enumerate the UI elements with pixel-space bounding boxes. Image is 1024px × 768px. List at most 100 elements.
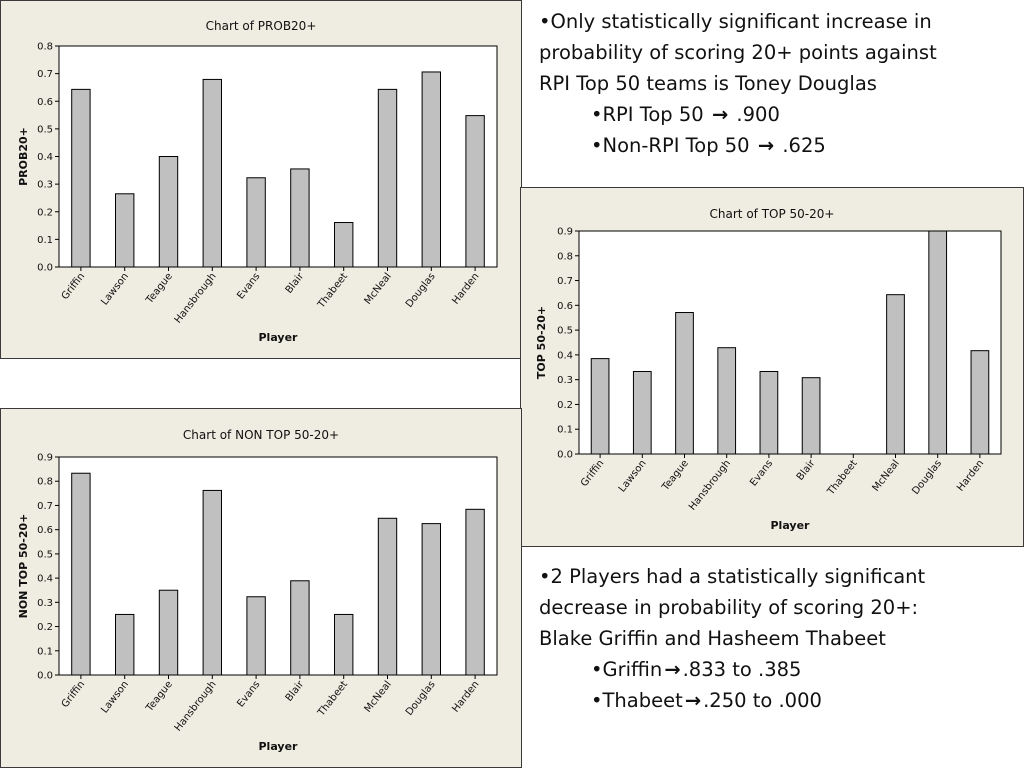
x-category-label: Douglas	[910, 458, 944, 497]
bar-hansbrough	[202, 489, 222, 676]
y-tick-label: 0.1	[557, 425, 573, 436]
chart-top50: Chart of TOP 50-20+ 0.0 0.1 0.2 0.3 0.4 0.5 0.6…	[535, 207, 1002, 532]
y-axis-label: TOP 50-20+	[535, 306, 548, 379]
x-category-label: Hansbrough	[687, 458, 733, 513]
x-category-label: Lawson	[617, 458, 649, 494]
x-axis-label: Player	[771, 519, 811, 532]
notes-bottom-bullet-thabeet: •Thabeet → .250 to .000	[539, 685, 925, 716]
y-tick-label: 0.6	[37, 525, 53, 536]
chart-panel-top50: Chart of TOP 50-20+ 0.0 0.1 0.2 0.3 0.4 0.5 0.6…	[520, 187, 1024, 547]
x-category-label: Douglas	[404, 271, 438, 310]
y-tick-label: 0.7	[557, 276, 573, 287]
notes-bottom-bullet-griffin: •Griffin → .833 to .385	[539, 654, 925, 685]
chart-panel-prob20: Chart of PROB20+ 0.0 0.1 0.2 0.3 0.4 0.5 0.6 0.7…	[0, 0, 522, 359]
y-tick-label: 0.9	[557, 227, 573, 238]
x-category-label: Teague	[660, 458, 691, 494]
y-tick-label: 0.4	[37, 574, 53, 585]
bar-griffin	[71, 88, 91, 268]
chart-title: Chart of PROB20+	[206, 19, 317, 33]
bar-mcneal	[377, 517, 398, 676]
notes-top-line-3: RPI Top 50 teams is Toney Douglas	[539, 72, 877, 95]
notes-bottom: •2 Players had a statistically significa…	[539, 561, 925, 716]
notes-top-line-2: probability of scoring 20+ points agains…	[539, 41, 937, 64]
y-tick-label: 0.3	[37, 598, 53, 609]
notes-top-bullet-rpi: •RPI Top 50 → .900	[539, 99, 937, 130]
notes-bottom-line-2: decrease in probability of scoring 20+:	[539, 596, 919, 619]
bar-thabeet	[334, 222, 354, 268]
y-tick-label: 0.7	[37, 501, 53, 512]
notes-top: •Only statistically significant increase…	[539, 6, 937, 161]
x-category-label: Thabeet	[825, 458, 860, 498]
y-tick-label: 0.0	[37, 263, 53, 274]
bar-douglas	[928, 230, 948, 455]
y-tick-label: 0.8	[37, 477, 53, 488]
x-category-label: Griffin	[60, 679, 88, 710]
notes-top-bullet-rpi-value: .900	[730, 103, 780, 126]
x-category-label: Harden	[450, 271, 481, 306]
y-tick-label: 0.1	[37, 646, 53, 657]
bar-lawson	[115, 193, 135, 268]
bar-blair	[290, 580, 310, 676]
notes-top-bullet-rpi-label: •RPI Top 50	[591, 103, 710, 126]
bar-blair	[290, 168, 310, 268]
bar-lawson	[632, 370, 652, 455]
y-tick-label: 0.0	[37, 671, 53, 682]
notes-bottom-bullet-griffin-value: .833 to .385	[682, 658, 802, 681]
y-tick-label: 0.8	[557, 251, 573, 262]
x-axis-label: Player	[259, 331, 299, 344]
x-category-label: Blair	[284, 270, 307, 295]
y-tick-label: 0.5	[557, 326, 573, 337]
bar-harden	[465, 508, 485, 676]
bar-blair	[801, 377, 821, 455]
y-tick-label: 0.3	[37, 180, 53, 191]
bar-lawson	[115, 613, 135, 676]
x-category-label: Lawson	[99, 271, 131, 307]
y-tick-label: 0.5	[37, 549, 53, 560]
x-axis-label: Player	[259, 740, 299, 753]
bar-teague	[158, 156, 179, 268]
y-tick-label: 0.2	[37, 622, 53, 633]
notes-top-line-1: •Only statistically significant increase…	[539, 10, 932, 33]
y-tick-label: 0.4	[37, 152, 53, 163]
notes-top-bullet-non-rpi: •Non-RPI Top 50 → .625	[539, 130, 937, 161]
bar-harden	[970, 350, 990, 455]
x-category-label: Hansbrough	[173, 271, 219, 326]
arrow-right-icon: →	[757, 134, 775, 157]
x-category-label: McNeal	[363, 271, 394, 307]
y-tick-label: 0.2	[37, 207, 53, 218]
bar-evans	[246, 177, 266, 268]
bar-mcneal	[886, 294, 905, 455]
x-category-label: Griffin	[579, 458, 607, 489]
notes-bottom-bullet-thabeet-label: •Thabeet	[591, 689, 683, 712]
chart-title: Chart of TOP 50-20+	[710, 207, 835, 221]
x-category-label: Lawson	[99, 679, 131, 715]
arrow-right-icon: →	[684, 689, 702, 712]
notes-bottom-line-3: Blake Griffin and Hasheem Thabeet	[539, 627, 886, 650]
x-category-label: Evans	[748, 458, 775, 488]
y-tick-label: 0.9	[37, 453, 53, 464]
x-category-label: Griffin	[60, 271, 88, 302]
x-category-label: Blair	[795, 457, 818, 482]
x-category-label: Evans	[235, 679, 262, 709]
y-tick-label: 0.0	[557, 450, 573, 461]
bar-douglas	[421, 523, 441, 676]
bar-harden	[465, 115, 485, 268]
bar-evans	[759, 370, 779, 455]
y-tick-label: 0.6	[557, 301, 573, 312]
notes-top-bullet-non-rpi-label: •Non-RPI Top 50	[591, 134, 756, 157]
x-category-label: Thabeet	[315, 679, 350, 719]
y-axis-label: NON TOP 50-20+	[17, 514, 30, 619]
chart-prob20: Chart of PROB20+ 0.0 0.1 0.2 0.3 0.4 0.5 0.6 0.7…	[17, 19, 498, 344]
x-category-label: Harden	[450, 679, 481, 714]
chart-non-top50: Chart of NON TOP 50-20+ 0.0 0.1 0.2 0.3 0.4 0.…	[17, 428, 498, 753]
y-tick-label: 0.5	[37, 124, 53, 135]
x-category-label: Teague	[144, 679, 175, 715]
notes-bottom-bullet-thabeet-value: .250 to .000	[703, 689, 822, 712]
x-category-label: Harden	[955, 458, 986, 493]
chart-panel-non-top50: Chart of NON TOP 50-20+ 0.0 0.1 0.2 0.3 0.4 0.…	[0, 408, 522, 768]
bar-teague	[158, 589, 179, 676]
x-category-label: Evans	[235, 271, 262, 301]
x-category-label: Thabeet	[315, 271, 350, 311]
x-category-label: McNeal	[871, 458, 902, 494]
arrow-right-icon: →	[664, 658, 681, 681]
